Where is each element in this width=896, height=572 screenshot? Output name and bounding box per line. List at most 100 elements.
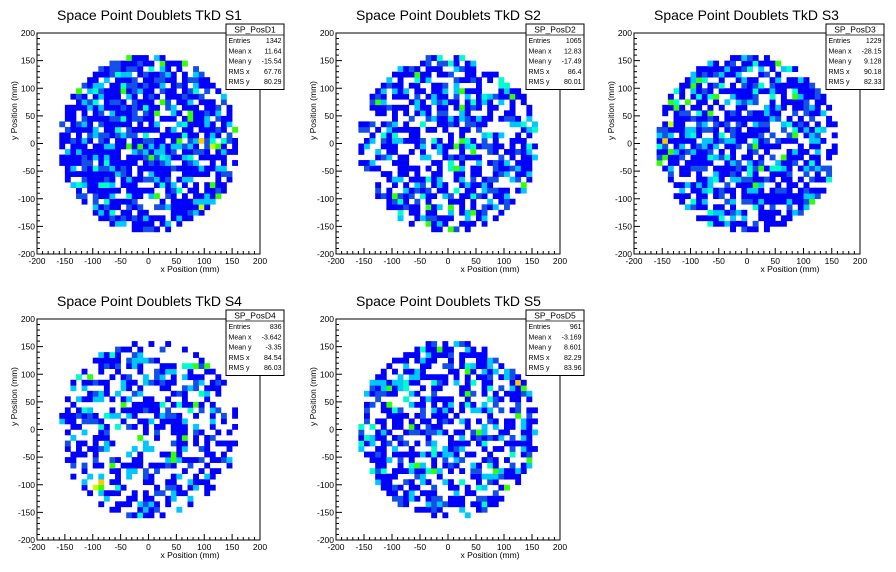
histogram-bin	[420, 77, 426, 84]
histogram-bin	[504, 198, 510, 205]
histogram-bin	[526, 446, 533, 452]
histogram-bin	[103, 104, 110, 111]
histogram-bin	[425, 71, 432, 78]
histogram-bin	[814, 88, 821, 95]
histogram-bin	[386, 484, 393, 491]
histogram-bin	[59, 160, 66, 166]
histogram-bin	[159, 66, 166, 72]
histogram-bin	[752, 187, 759, 194]
histogram-bin	[520, 451, 527, 458]
histogram-bin	[176, 451, 183, 458]
histogram-bin	[735, 71, 742, 78]
histogram-bin	[420, 182, 426, 188]
histogram-bin	[713, 115, 720, 122]
histogram-bin	[181, 418, 188, 425]
histogram-bin	[375, 88, 382, 95]
histogram-bin	[115, 60, 121, 67]
histogram-bin	[215, 176, 222, 183]
histogram-bin	[375, 93, 382, 100]
histogram-bin	[526, 126, 533, 133]
histogram-bin	[176, 423, 183, 430]
histogram-bin	[165, 495, 172, 502]
stats-key: Entries	[229, 38, 251, 45]
histogram-bin	[679, 132, 686, 139]
histogram-bin	[165, 363, 172, 370]
histogram-bin	[386, 149, 393, 155]
histogram-bin	[165, 479, 172, 486]
histogram-bin	[170, 115, 177, 122]
histogram-bin	[797, 82, 804, 89]
histogram-bin	[64, 110, 71, 117]
histogram-bin	[76, 182, 82, 188]
histogram-bin	[369, 104, 376, 111]
histogram-bin	[408, 165, 415, 172]
histogram-bin	[154, 468, 160, 474]
histogram-bin	[763, 55, 770, 61]
histogram-bin	[769, 110, 776, 117]
histogram-bin	[826, 121, 833, 128]
histogram-bin	[420, 357, 426, 364]
histogram-bin	[752, 115, 759, 122]
histogram-bin	[487, 418, 494, 425]
histogram-bin	[142, 473, 149, 480]
histogram-bin	[98, 187, 105, 194]
histogram-bin	[148, 154, 155, 161]
histogram-bin	[103, 176, 110, 183]
histogram-bin	[165, 77, 172, 84]
histogram-bin	[809, 88, 816, 95]
histogram-bin	[187, 368, 194, 375]
histogram-bin	[797, 198, 804, 205]
histogram-bin	[403, 121, 410, 128]
y-tick-label: 150	[21, 342, 35, 352]
histogram-bin	[87, 132, 94, 139]
histogram-panel-2: Space Point Doublets TkD S2-200 -150 -100-…	[308, 7, 585, 274]
histogram-bin	[103, 379, 110, 386]
histogram-bin	[797, 149, 804, 155]
histogram-bin	[159, 137, 166, 144]
histogram-bin	[775, 137, 782, 144]
histogram-bin	[204, 182, 211, 188]
histogram-bin	[414, 126, 421, 133]
histogram-bin	[487, 198, 494, 205]
histogram-bin	[701, 115, 708, 122]
histogram-bin	[803, 204, 810, 211]
x-tick-label: 100	[197, 542, 211, 552]
x-tick-label: 100	[197, 256, 211, 266]
histogram-bin	[414, 176, 421, 183]
histogram-bin	[459, 407, 466, 414]
histogram-bin	[126, 357, 133, 364]
histogram-bin	[509, 462, 516, 469]
x-tick-label: 50	[172, 542, 182, 552]
histogram-bin	[481, 209, 488, 216]
histogram-bin	[131, 88, 138, 95]
histogram-bin	[131, 357, 138, 364]
histogram-bin	[126, 423, 133, 430]
histogram-bin	[459, 66, 466, 72]
histogram-bin	[487, 99, 494, 106]
histogram-bin	[476, 104, 482, 111]
histogram-bin	[187, 198, 194, 205]
histogram-bin	[442, 143, 449, 150]
histogram-bin	[797, 115, 804, 122]
histogram-bin	[758, 215, 765, 222]
histogram-bin	[209, 407, 216, 414]
histogram-bin	[515, 473, 522, 480]
histogram-bin	[126, 104, 133, 111]
histogram-bin	[397, 193, 404, 200]
histogram-bin	[752, 198, 759, 205]
histogram-bin	[520, 440, 527, 447]
histogram-bin	[159, 385, 166, 392]
histogram-bin	[431, 429, 438, 436]
histogram-bin	[509, 104, 516, 111]
histogram-bin	[70, 473, 77, 480]
histogram-bin	[487, 160, 494, 166]
histogram-bin	[120, 132, 127, 139]
histogram-bin	[453, 165, 460, 172]
histogram-bin	[181, 115, 188, 122]
histogram-bin	[92, 412, 99, 419]
histogram-bin	[358, 143, 365, 150]
histogram-bin	[87, 187, 94, 194]
histogram-bin	[115, 82, 121, 89]
stats-value: 82.29	[564, 355, 582, 362]
histogram-bin	[103, 149, 110, 155]
